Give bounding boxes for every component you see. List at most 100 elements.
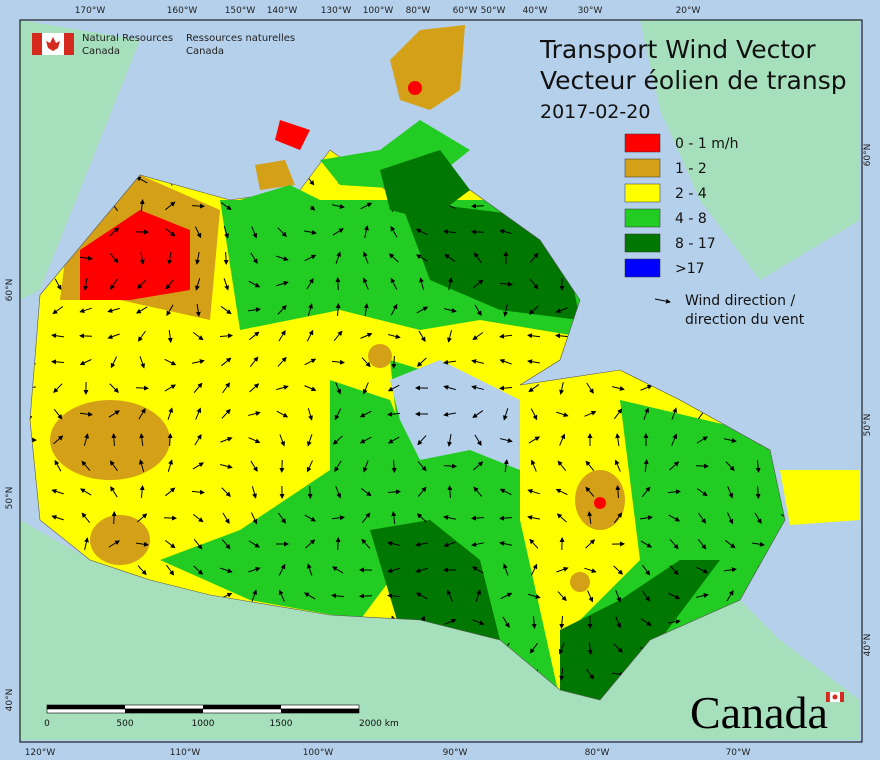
wind-arrow — [388, 253, 399, 263]
wind-arrow — [391, 459, 397, 473]
wordmark-flag — [826, 691, 844, 703]
wind-arrow — [443, 359, 457, 365]
legend-label: 0 - 1 m/h — [675, 136, 738, 152]
wind-arrow — [471, 203, 485, 209]
wind-arrow — [499, 488, 512, 496]
wind-arrow — [528, 593, 541, 599]
wind-arrow — [139, 199, 145, 213]
wind-arrow — [108, 540, 120, 548]
wind-arrow — [108, 410, 120, 418]
wind-legend: direction du vent — [685, 312, 805, 328]
wind-arrow — [110, 356, 118, 369]
wind-arrow — [528, 305, 539, 315]
wind-arrow — [137, 330, 146, 342]
longitude-label: 30°W — [578, 6, 603, 16]
wind-arrow — [416, 513, 427, 523]
wind-arrow — [415, 228, 428, 236]
wind-arrow — [304, 385, 317, 392]
wind-arrow — [164, 539, 176, 549]
wind-arrow — [165, 487, 176, 497]
wind-arrow — [306, 329, 314, 342]
wind-arrow — [529, 538, 539, 549]
title: Transport Wind Vector — [539, 35, 816, 64]
wind-arrow — [417, 435, 427, 446]
wind-arrow — [417, 461, 427, 472]
wind-arrow — [500, 592, 513, 600]
wind-arrow — [362, 277, 369, 290]
wind-arrow — [195, 303, 201, 317]
wind-arrow — [248, 566, 261, 573]
wind-arrow — [79, 359, 92, 366]
wind-arrow — [639, 515, 653, 521]
wind-arrow — [613, 643, 623, 653]
latitude-label: 40°N — [863, 634, 873, 657]
wind-arrow — [248, 411, 261, 416]
wind-arrow — [250, 460, 258, 472]
latitude-label: 60°N — [5, 279, 15, 302]
legend-swatch — [624, 183, 661, 203]
wind-arrow — [303, 592, 316, 600]
wind-arrow — [726, 590, 734, 602]
wind-arrow — [499, 385, 513, 391]
graticule-labels: 170°W 160°W 150°W 140°W 130°W 100°W 80°W 60°W 50… — [5, 6, 873, 758]
wind-arrow — [307, 485, 313, 499]
wind-arrow — [362, 251, 369, 264]
wind-arrow — [500, 438, 513, 443]
wind-arrow — [556, 566, 569, 573]
wind-arrow — [530, 563, 538, 576]
wind-arrow — [248, 437, 261, 444]
wind-arrow — [220, 306, 232, 315]
wind-arrow — [556, 513, 567, 523]
wind-arrow — [387, 593, 401, 599]
wind-arrow — [79, 411, 93, 417]
wind-arrow — [220, 463, 233, 469]
wind-arrow — [51, 359, 65, 365]
wind-arrow — [387, 567, 400, 573]
wind-arrow — [669, 461, 680, 471]
wind-arrow — [165, 278, 175, 290]
wind-arrow — [499, 358, 512, 365]
wind-arrow — [333, 330, 343, 341]
wind-arrow — [447, 330, 453, 343]
wind-arrow — [529, 642, 538, 654]
wind-arrow — [696, 488, 708, 497]
wind-arrow — [556, 411, 569, 417]
legend-label: 2 - 4 — [675, 186, 707, 202]
wind-arrow — [528, 384, 540, 393]
wind-arrow — [54, 459, 62, 472]
wind-arrow — [474, 434, 482, 446]
wind-arrow — [83, 433, 89, 446]
wind-arrow — [585, 539, 596, 549]
wind-arrow — [195, 407, 202, 420]
wind-arrow — [641, 486, 651, 498]
wind-arrow — [471, 359, 484, 364]
wind-legend: Wind direction / — [685, 293, 795, 309]
longitude-label: 40°W — [523, 6, 548, 16]
wind-arrow — [387, 384, 400, 392]
wind-arrow — [444, 254, 456, 262]
wind-arrow — [139, 459, 145, 472]
wind-arrow — [473, 461, 484, 471]
longitude-label: 100°W — [303, 748, 334, 758]
wind-arrow — [304, 254, 317, 262]
wind-arrow — [81, 512, 91, 523]
title: Vecteur éolien de transp — [540, 66, 847, 95]
wind-arrow — [251, 226, 258, 239]
wind-arrow — [474, 304, 482, 317]
wind-arrow — [723, 567, 737, 573]
wind-arrow — [83, 277, 89, 291]
wind-arrow — [223, 251, 229, 265]
wind-arrow — [531, 615, 537, 629]
wind-arrow — [499, 541, 512, 547]
wind-arrow — [447, 277, 453, 290]
scale-label: 2000 km — [359, 719, 399, 729]
wind-arrow — [416, 306, 429, 314]
wind-arrow — [391, 355, 397, 369]
wind-arrow — [306, 460, 313, 473]
wind-arrow — [475, 589, 482, 602]
wind-arrow — [307, 408, 313, 421]
wind-arrow — [191, 489, 205, 495]
wind-arrow — [443, 385, 456, 391]
wind-arrow — [555, 307, 568, 314]
wind-arrow — [642, 590, 651, 602]
